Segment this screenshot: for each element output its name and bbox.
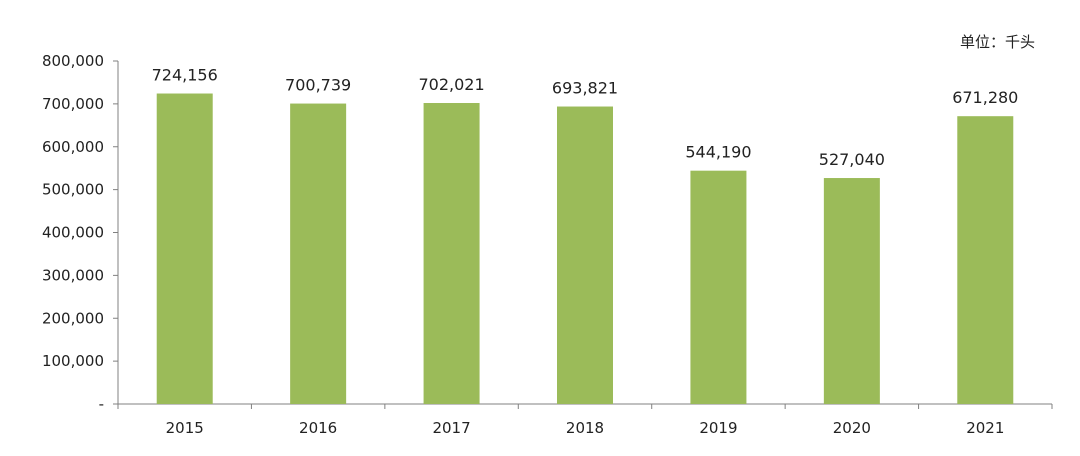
y-axis: - 100,000 200,000 300,000 400,000 500,000 600,… [42,52,119,413]
data-labels: 724,156 700,739 702,021 693,821 544,190 527,0… [152,66,1019,170]
bar-2020 [823,178,880,404]
bar-2018 [557,106,613,405]
y-tick-label: - [99,395,104,413]
x-tick-label: 2016 [299,419,337,437]
y-tick-label: 400,000 [42,224,104,242]
y-tick-label: 300,000 [42,266,104,284]
bar-2021 [957,116,1014,405]
y-tick-label: 100,000 [42,352,104,370]
data-label-2015: 724,156 [152,66,218,85]
bars [156,93,1014,405]
x-tick-label: 2015 [166,419,204,437]
y-tick-label: 200,000 [42,309,104,327]
y-tick-label: 800,000 [42,52,104,70]
data-label-2016: 700,739 [285,76,351,95]
unit-label: 单位：千头 [960,33,1035,51]
data-label-2021: 671,280 [952,88,1018,107]
bar-2015 [156,93,213,404]
y-tick-label: 600,000 [42,138,104,156]
y-tick-label: 500,000 [42,181,104,199]
x-tick-label: 2020 [833,419,871,437]
bar-2017 [423,103,480,405]
y-tick-label: 700,000 [42,95,104,113]
data-label-2020: 527,040 [819,150,885,169]
data-label-2019: 544,190 [685,143,751,162]
x-axis: 2015 2016 2017 2018 2019 2020 2021 [117,403,1053,437]
x-tick-label: 2018 [566,419,604,437]
bar-2016 [290,103,347,404]
x-tick-label: 2019 [699,419,737,437]
data-label-2018: 693,821 [552,79,618,98]
data-label-2017: 702,021 [418,75,484,94]
x-tick-label: 2017 [432,419,470,437]
bar-2019 [690,170,747,404]
x-tick-label: 2021 [966,419,1004,437]
